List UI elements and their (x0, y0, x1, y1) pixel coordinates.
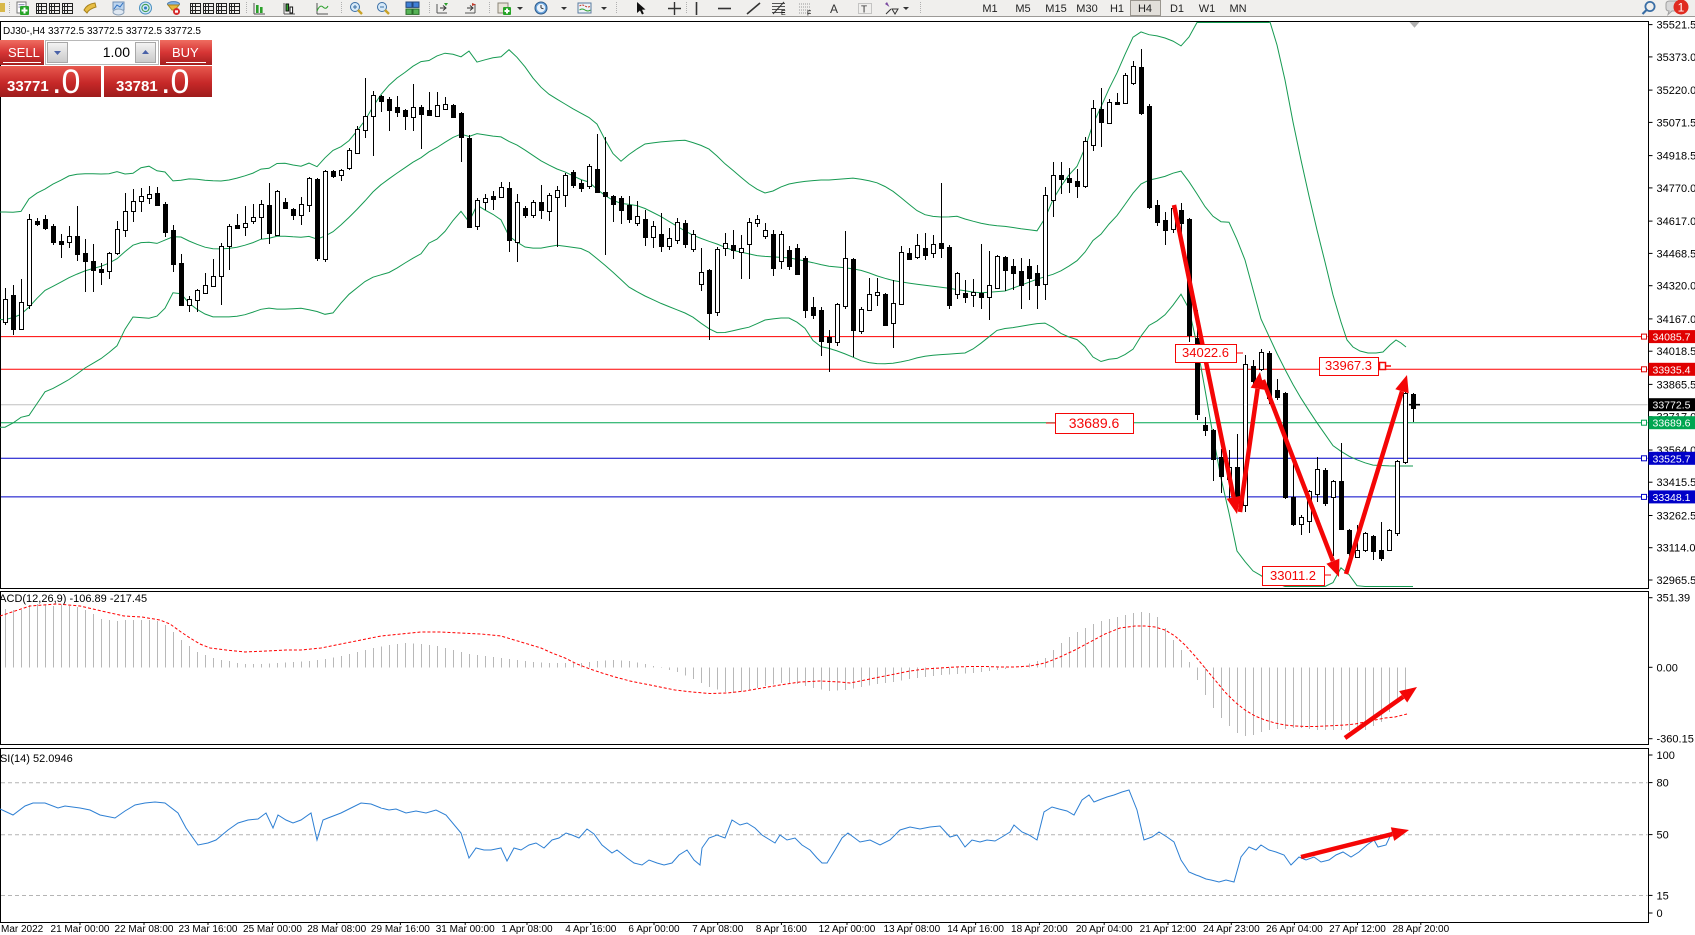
svg-text:31 Mar 00:00: 31 Mar 00:00 (436, 924, 495, 935)
svg-text:33262.5: 33262.5 (1657, 511, 1695, 523)
svg-text:DJ30-,H4 33772.5 33772.5 3377: DJ30-,H4 33772.5 33772.5 33772.5 33772.5 (3, 26, 201, 37)
svg-text:33865.5: 33865.5 (1657, 379, 1695, 391)
svg-text:Mar 2022: Mar 2022 (1, 924, 44, 935)
svg-text:8 Apr 16:00: 8 Apr 16:00 (756, 924, 808, 935)
svg-text:W1: W1 (1199, 3, 1216, 15)
svg-text:34617.0: 34617.0 (1657, 216, 1695, 228)
svg-text:33689.6: 33689.6 (1069, 415, 1120, 431)
svg-text:33781: 33781 (116, 78, 158, 95)
svg-text:1: 1 (1678, 1, 1685, 15)
svg-text:.0: .0 (161, 63, 189, 101)
svg-text:.0: .0 (52, 63, 80, 101)
svg-text:35220.0: 35220.0 (1657, 85, 1695, 97)
svg-text:-360.15: -360.15 (1657, 734, 1694, 746)
svg-text:MN: MN (1229, 3, 1246, 15)
svg-text:33011.2: 33011.2 (1270, 568, 1316, 583)
svg-text:100: 100 (1657, 750, 1675, 762)
svg-text:33114.0: 33114.0 (1657, 543, 1695, 555)
svg-text:0.00: 0.00 (1657, 662, 1678, 674)
svg-text:23 Mar 16:00: 23 Mar 16:00 (179, 924, 238, 935)
svg-text:M15: M15 (1045, 3, 1066, 15)
svg-text:MACD(12,26,9) -106.89 -217.45: MACD(12,26,9) -106.89 -217.45 (0, 593, 147, 605)
svg-text:34022.6: 34022.6 (1182, 345, 1229, 360)
svg-text:E: E (781, 10, 786, 17)
svg-text:4 Apr 16:00: 4 Apr 16:00 (565, 924, 617, 935)
svg-text:21 Apr 12:00: 21 Apr 12:00 (1140, 924, 1197, 935)
svg-text:15: 15 (1657, 890, 1669, 902)
svg-text:34468.5: 34468.5 (1657, 248, 1695, 260)
svg-text:34167.0: 34167.0 (1657, 314, 1695, 326)
svg-text:35521.5: 35521.5 (1657, 20, 1695, 32)
svg-text:33689.6: 33689.6 (1653, 418, 1691, 430)
svg-text:25 Mar 00:00: 25 Mar 00:00 (243, 924, 302, 935)
svg-text:A: A (830, 2, 838, 16)
svg-text:6 Apr 00:00: 6 Apr 00:00 (628, 924, 680, 935)
svg-text:D1: D1 (1170, 3, 1184, 15)
svg-text:BUY: BUY (172, 45, 199, 60)
svg-text:34320.0: 34320.0 (1657, 281, 1695, 293)
svg-text:80: 80 (1657, 778, 1669, 790)
svg-text:0: 0 (1657, 908, 1663, 920)
svg-text:13 Apr 08:00: 13 Apr 08:00 (883, 924, 940, 935)
svg-text:M5: M5 (1015, 3, 1030, 15)
svg-text:29 Mar 16:00: 29 Mar 16:00 (371, 924, 430, 935)
svg-text:21 Mar 00:00: 21 Mar 00:00 (51, 924, 110, 935)
svg-text:33771: 33771 (7, 78, 49, 95)
svg-text:351.39: 351.39 (1657, 593, 1691, 605)
svg-text:33772.5: 33772.5 (1653, 400, 1691, 412)
svg-text:33525.7: 33525.7 (1653, 453, 1691, 465)
svg-text:28 Apr 20:00: 28 Apr 20:00 (1392, 924, 1449, 935)
svg-text:H1: H1 (1110, 3, 1124, 15)
svg-text:M1: M1 (982, 3, 997, 15)
svg-text:33415.5: 33415.5 (1657, 477, 1695, 489)
svg-text:34018.5: 34018.5 (1657, 346, 1695, 358)
svg-text:34085.7: 34085.7 (1653, 332, 1691, 344)
svg-text:18 Apr 20:00: 18 Apr 20:00 (1011, 924, 1068, 935)
svg-text:20 Apr 04:00: 20 Apr 04:00 (1076, 924, 1133, 935)
svg-text:27 Apr 12:00: 27 Apr 12:00 (1329, 924, 1386, 935)
svg-text:14 Apr 16:00: 14 Apr 16:00 (947, 924, 1004, 935)
svg-text:SELL: SELL (8, 45, 40, 60)
svg-text:12 Apr 00:00: 12 Apr 00:00 (819, 924, 876, 935)
svg-text:22 Mar 08:00: 22 Mar 08:00 (115, 924, 174, 935)
svg-text:34918.5: 34918.5 (1657, 151, 1695, 163)
svg-text:50: 50 (1657, 830, 1669, 842)
svg-text:1.00: 1.00 (103, 44, 130, 60)
svg-text:RSI(14) 52.0946: RSI(14) 52.0946 (0, 753, 73, 765)
svg-text:28 Mar 08:00: 28 Mar 08:00 (307, 924, 366, 935)
svg-text:M30: M30 (1076, 3, 1097, 15)
svg-text:35373.0: 35373.0 (1657, 52, 1695, 64)
svg-text:33935.4: 33935.4 (1653, 364, 1691, 376)
svg-text:35071.5: 35071.5 (1657, 117, 1695, 129)
svg-text:H4: H4 (1138, 3, 1152, 15)
svg-text:F: F (807, 11, 811, 18)
svg-text:1 Apr 08:00: 1 Apr 08:00 (501, 924, 553, 935)
svg-text:33967.3: 33967.3 (1325, 358, 1372, 373)
svg-text:24 Apr 23:00: 24 Apr 23:00 (1203, 924, 1260, 935)
svg-text:34770.0: 34770.0 (1657, 183, 1695, 195)
svg-text:33348.1: 33348.1 (1653, 492, 1691, 504)
svg-text:7 Apr 08:00: 7 Apr 08:00 (692, 924, 744, 935)
svg-text:T: T (861, 5, 867, 16)
svg-text:32965.5: 32965.5 (1657, 575, 1695, 587)
svg-text:26 Apr 04:00: 26 Apr 04:00 (1266, 924, 1323, 935)
